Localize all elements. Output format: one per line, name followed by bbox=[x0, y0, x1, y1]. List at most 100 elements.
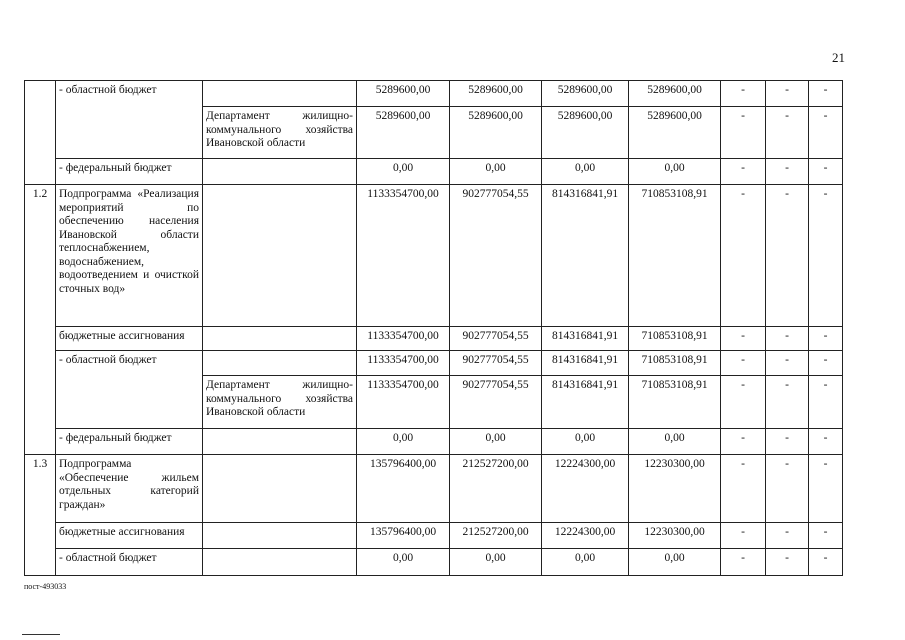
dash-cell: - bbox=[808, 106, 843, 159]
amount-cell: 710853108,91 bbox=[628, 350, 721, 376]
amount-cell: 710853108,91 bbox=[628, 326, 721, 351]
dash-cell: - bbox=[808, 326, 843, 351]
dash-cell: - bbox=[808, 428, 843, 455]
table-row: бюджетные ассигнования 135796400,00 212527… bbox=[25, 522, 843, 549]
dash-cell: - bbox=[808, 350, 843, 376]
page-number: 21 bbox=[832, 50, 845, 65]
amount-cell: 5289600,00 bbox=[628, 80, 721, 107]
dash-cell: - bbox=[765, 158, 809, 185]
amount-cell: 1133354700,00 bbox=[356, 184, 450, 327]
department-cell bbox=[202, 522, 357, 549]
amount-cell: 902777054,55 bbox=[449, 326, 542, 351]
amount-cell: 12230300,00 bbox=[628, 522, 721, 549]
dash-cell: - bbox=[765, 375, 809, 429]
dash-cell: - bbox=[765, 326, 809, 351]
amount-cell: 212527200,00 bbox=[449, 454, 542, 523]
amount-cell: 0,00 bbox=[356, 158, 450, 185]
amount-cell: 12224300,00 bbox=[541, 522, 629, 549]
amount-cell: 902777054,55 bbox=[449, 375, 542, 429]
amount-cell: 0,00 bbox=[449, 428, 542, 455]
dash-cell: - bbox=[808, 158, 843, 185]
dash-cell: - bbox=[808, 548, 843, 576]
table-row: 1.3 Подпрограмма «Обеспечение жильем отде… bbox=[24, 454, 843, 576]
dash-cell: - bbox=[765, 548, 809, 576]
item-name-cell: - областной бюджет bbox=[55, 548, 203, 576]
amount-cell: 0,00 bbox=[628, 428, 721, 455]
table-row: - федеральный бюджет 0,00 0,00 0,00 0,00- - - bbox=[25, 158, 843, 185]
row-number-cell bbox=[24, 80, 56, 185]
dash-cell: - bbox=[720, 428, 766, 455]
dash-cell: - bbox=[720, 326, 766, 351]
amount-cell: 710853108,91 bbox=[628, 184, 721, 327]
amount-cell: 5289600,00 bbox=[356, 80, 450, 107]
amount-cell: 12230300,00 bbox=[628, 454, 721, 523]
row-number-cell: 1.2 bbox=[24, 184, 56, 455]
table-row: Департамент жилищно-коммунального хозяйс… bbox=[25, 106, 843, 159]
amount-cell: 5289600,00 bbox=[449, 80, 542, 107]
amount-cell: 212527200,00 bbox=[449, 522, 542, 549]
amount-cell: 814316841,91 bbox=[541, 326, 629, 351]
amount-cell: 12224300,00 bbox=[541, 454, 629, 523]
table-row: - областной бюджет 1133354700,00 902777054… bbox=[25, 350, 843, 429]
dash-cell: - bbox=[720, 522, 766, 549]
footer-code: пост-493033 bbox=[24, 582, 67, 591]
dash-cell: - bbox=[765, 106, 809, 159]
dash-cell: - bbox=[808, 375, 843, 429]
item-name-cell: Подпрограмма «Обеспечение жильем отдельн… bbox=[55, 454, 203, 523]
dash-cell: - bbox=[765, 454, 809, 523]
department-cell: Департамент жилищно-коммунального хозяйс… bbox=[202, 106, 357, 159]
dash-cell: - bbox=[765, 522, 809, 549]
department-cell bbox=[202, 184, 357, 327]
table-row: бюджетные ассигнования 1133354700,00 90277… bbox=[25, 326, 843, 351]
amount-cell: 710853108,91 bbox=[628, 375, 721, 429]
item-name-cell: - областной бюджет bbox=[55, 80, 203, 159]
department-cell bbox=[202, 350, 357, 376]
footer-rule bbox=[22, 634, 60, 635]
budget-table: - областной бюджет 5289600,00 5289600,00 52… bbox=[24, 80, 843, 576]
amount-cell: 0,00 bbox=[449, 158, 542, 185]
dash-cell: - bbox=[720, 350, 766, 376]
item-name-cell: бюджетные ассигнования bbox=[55, 522, 203, 549]
table-row: 1.2 Подпрограмма «Реализация мероприятий … bbox=[24, 184, 843, 455]
department-cell bbox=[202, 158, 357, 185]
table-row: Департамент жилищно-коммунального хозяйс… bbox=[25, 375, 843, 429]
amount-cell: 0,00 bbox=[449, 548, 542, 576]
item-name-cell: - областной бюджет bbox=[55, 350, 203, 429]
dash-cell: - bbox=[808, 454, 843, 523]
department-cell bbox=[202, 428, 357, 455]
amount-cell: 902777054,55 bbox=[449, 184, 542, 327]
amount-cell: 814316841,91 bbox=[541, 350, 629, 376]
amount-cell: 135796400,00 bbox=[356, 522, 450, 549]
amount-cell: 814316841,91 bbox=[541, 184, 629, 327]
amount-cell: 0,00 bbox=[541, 158, 629, 185]
amount-cell: 5289600,00 bbox=[541, 106, 629, 159]
dash-cell: - bbox=[808, 184, 843, 327]
dash-cell: - bbox=[765, 184, 809, 327]
item-name-cell: бюджетные ассигнования bbox=[55, 326, 203, 351]
item-name-cell: - федеральный бюджет bbox=[55, 428, 203, 455]
table-row: - федеральный бюджет 0,00 0,00 0,00 0,00- - - bbox=[25, 428, 843, 455]
item-name-cell: - федеральный бюджет bbox=[55, 158, 203, 185]
dash-cell: - bbox=[765, 428, 809, 455]
amount-cell: 135796400,00 bbox=[356, 454, 450, 523]
dash-cell: - bbox=[720, 106, 766, 159]
amount-cell: 0,00 bbox=[541, 428, 629, 455]
amount-cell: 0,00 bbox=[356, 548, 450, 576]
amount-cell: 0,00 bbox=[541, 548, 629, 576]
dash-cell: - bbox=[720, 80, 766, 107]
department-cell: Департамент жилищно-коммунального хозяйс… bbox=[202, 375, 357, 429]
row-number-cell: 1.3 bbox=[24, 454, 56, 576]
amount-cell: 902777054,55 bbox=[449, 350, 542, 376]
department-cell bbox=[202, 80, 357, 107]
department-cell bbox=[202, 548, 357, 576]
amount-cell: 5289600,00 bbox=[628, 106, 721, 159]
dash-cell: - bbox=[720, 548, 766, 576]
dash-cell: - bbox=[720, 184, 766, 327]
amount-cell: 0,00 bbox=[356, 428, 450, 455]
dash-cell: - bbox=[808, 80, 843, 107]
amount-cell: 5289600,00 bbox=[541, 80, 629, 107]
amount-cell: 5289600,00 bbox=[356, 106, 450, 159]
dash-cell: - bbox=[720, 375, 766, 429]
dash-cell: - bbox=[720, 454, 766, 523]
table-row: - областной бюджет 5289600,00 5289600,00 52… bbox=[24, 80, 843, 185]
